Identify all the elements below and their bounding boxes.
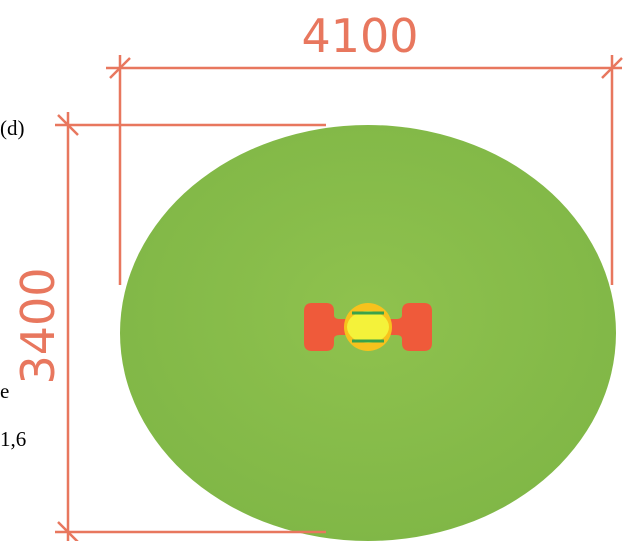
height-label: 3400 bbox=[11, 267, 65, 384]
side-text: 1,6 bbox=[0, 427, 26, 451]
width-label: 4100 bbox=[301, 9, 418, 63]
height-dimension: 3400 bbox=[11, 112, 326, 541]
side-label: (d) bbox=[0, 116, 25, 140]
side-text: e bbox=[0, 379, 9, 403]
seesaw bbox=[304, 303, 432, 351]
width-dimension: 4100 bbox=[106, 9, 623, 285]
